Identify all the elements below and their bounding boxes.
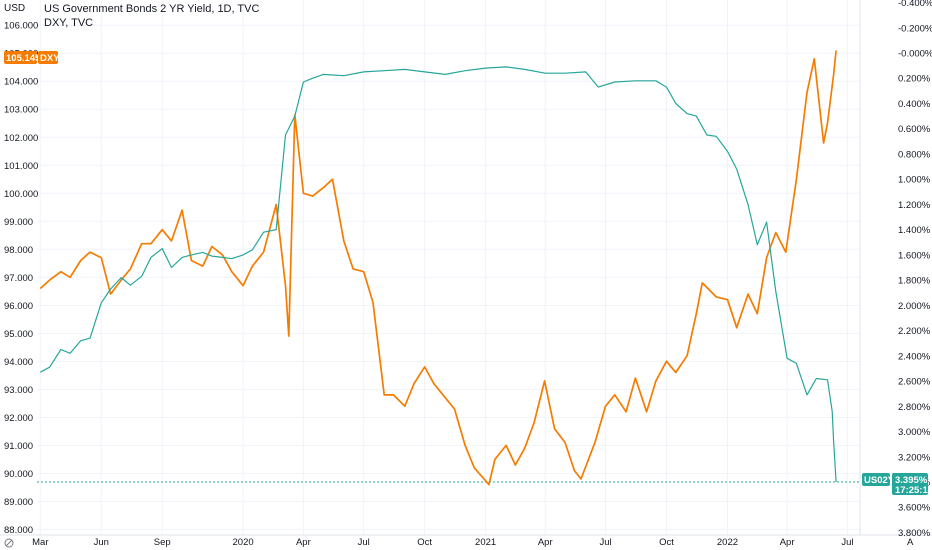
right-tick-label: 2.600% (898, 377, 931, 388)
right-tick-label: -0.000% (898, 48, 932, 59)
x-axis: Mar Jun Sep 2020 Apr Jul Oct 2021 Apr Jul Oct 2022 A… (32, 537, 853, 548)
right-tick-label: 0.200% (898, 74, 931, 85)
left-tick-label: 96.000 (4, 301, 33, 312)
x-tick-label: Jul (358, 537, 370, 548)
left-tick-label: 94.000 (4, 357, 33, 368)
right-tick-label: 0.800% (898, 149, 931, 160)
right-tick-label: 3.600% (898, 503, 931, 514)
left-axis-unit: USD (4, 3, 25, 14)
left-tick-label: 102.000 (4, 133, 38, 144)
left-tick-label: 104.000 (4, 77, 38, 88)
left-tick-label: 99.000 (4, 217, 33, 228)
series-line-dxy (39, 50, 837, 486)
x-tick-label: Oct (659, 537, 674, 548)
grid-lines (0, 0, 932, 536)
us02y-countdown: 17:25:14 (895, 485, 932, 496)
x-tick-label: 2022 (717, 537, 738, 548)
right-tick-label: -0.400% (898, 0, 932, 9)
right-tick-label: 1.200% (898, 200, 931, 211)
right-axis: -0.400% -0.200% -0.000% 0.200% 0.400% 0.600% 0… (898, 0, 932, 539)
left-tick-label: 93.000 (4, 385, 33, 396)
right-tick-label: -0.200% (898, 23, 932, 34)
left-tick-label: 95.000 (4, 329, 33, 340)
x-tick-label: Sep (154, 537, 171, 548)
dxy-last-value: 105.145 (6, 53, 41, 64)
dxy-last-value-badge: 105.145 DXY (4, 51, 60, 64)
chart-title: US Government Bonds 2 YR Yield, 1D, TVC (44, 3, 259, 15)
series-group (39, 50, 837, 486)
right-tick-label: 3.200% (898, 452, 931, 463)
right-tick-label: 1.600% (898, 250, 931, 261)
right-tick-label: 1.800% (898, 276, 931, 287)
left-tick-label: 97.000 (4, 273, 33, 284)
x-tick-label: Apr (780, 537, 795, 548)
x-tick-label: 2020 (233, 537, 254, 548)
right-tick-label: 2.400% (898, 351, 931, 362)
dxy-symbol: DXY (40, 53, 60, 64)
left-tick-label: 88.000 (4, 525, 33, 536)
series-line-us02y (40, 66, 837, 483)
right-tick-label: 0.400% (898, 99, 931, 110)
right-tick-label: 2.200% (898, 326, 931, 337)
left-tick-label: 98.000 (4, 245, 33, 256)
right-tick-label: 3.000% (898, 427, 931, 438)
right-tick-label: 2.000% (898, 301, 931, 312)
svg-text:A: A (907, 537, 914, 548)
x-tick-label: Apr (296, 537, 311, 548)
x-tick-label: Oct (417, 537, 432, 548)
left-tick-label: 89.000 (4, 497, 33, 508)
auto-scale-button[interactable]: A (904, 536, 918, 548)
right-tick-label: 0.600% (898, 124, 931, 135)
chart-subtitle: DXY, TVC (44, 17, 93, 29)
right-tick-label: 1.000% (898, 175, 931, 186)
left-tick-label: 92.000 (4, 413, 33, 424)
left-tick-label: 90.000 (4, 469, 33, 480)
right-tick-label: 3.800% (898, 528, 931, 539)
x-tick-label: 2021 (475, 537, 496, 548)
x-tick-label: Mar (32, 537, 48, 548)
x-tick-label: Apr (538, 537, 553, 548)
right-tick-label: 2.800% (898, 402, 931, 413)
left-tick-label: 100.000 (4, 189, 38, 200)
x-tick-label: Jul (841, 537, 853, 548)
left-tick-label: 101.000 (4, 161, 38, 172)
x-tick-label: Jul (599, 537, 611, 548)
left-tick-label: 91.000 (4, 441, 33, 452)
us02y-last-value: 3.395% (895, 475, 928, 486)
x-tick-label: Jun (94, 537, 109, 548)
left-tick-label: 103.000 (4, 105, 38, 116)
left-axis: 88.000 89.000 90.000 91.000 92.000 93.000 94.0… (4, 21, 38, 536)
zoom-icon[interactable] (4, 538, 14, 548)
left-tick-label: 106.000 (4, 21, 38, 32)
right-tick-label: 1.400% (898, 225, 931, 236)
us02y-symbol: US02Y (864, 475, 895, 486)
us02y-last-value-badge: US02Y 3.395% 17:25:14 (862, 473, 932, 496)
